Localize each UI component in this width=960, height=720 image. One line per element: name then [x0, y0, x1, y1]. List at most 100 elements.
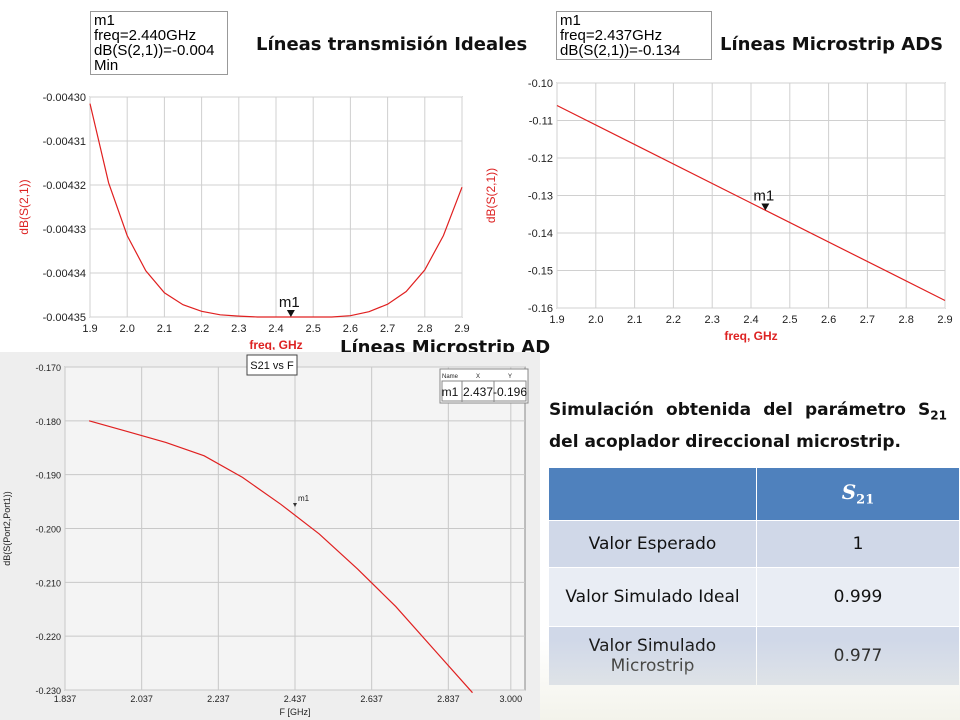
- marker-table: [439, 368, 529, 404]
- table-cell-value: 1: [756, 520, 960, 568]
- marker-line: m1: [94, 12, 115, 29]
- x-tick-label: 2.5: [306, 323, 321, 335]
- y-tick-label: -0.220: [35, 632, 61, 642]
- y-tick-label: -0.190: [35, 471, 61, 481]
- y-tick-label: -0.14: [528, 228, 553, 240]
- y-tick-label: -0.00430: [43, 92, 86, 104]
- description-post: del acoplador direccional microstrip.: [549, 432, 901, 453]
- y-tick-label: -0.15: [528, 266, 553, 278]
- x-tick-label: 2.4: [743, 314, 758, 326]
- x-tick-label: 1.9: [82, 323, 97, 335]
- y-tick-label: -0.210: [35, 578, 61, 588]
- table-header-s21: S21: [756, 467, 960, 521]
- x-tick-label: 2.437: [284, 694, 307, 704]
- marker-table-header: X: [476, 374, 480, 380]
- y-tick-label: -0.180: [35, 417, 61, 427]
- table-cell-value: 0.999: [756, 567, 960, 627]
- x-tick-label: 2.037: [130, 694, 153, 704]
- y-tick-label: -0.16: [528, 303, 553, 315]
- marker-label: m1: [279, 294, 300, 311]
- y-axis-label: dB(S(Port2,Port1)): [2, 491, 12, 566]
- y-tick-label: -0.200: [35, 525, 61, 535]
- x-tick-label: 2.237: [207, 694, 230, 704]
- x-axis-label: freq, GHz: [249, 338, 302, 350]
- x-tick-label: 2.9: [937, 314, 952, 326]
- x-tick-label: 2.9: [454, 323, 469, 335]
- marker-line: Min: [94, 57, 119, 74]
- x-tick-label: 2.0: [120, 323, 135, 335]
- x-tick-label: 2.0: [588, 314, 603, 326]
- marker-table-cell: 2.437: [463, 385, 493, 399]
- marker-triangle: [286, 310, 295, 317]
- x-tick-label: 2.6: [343, 323, 358, 335]
- table-row: Valor Simulado Ideal 0.999: [548, 567, 960, 627]
- marker-triangle: [761, 203, 770, 211]
- x-tick-label: 2.3: [231, 323, 246, 335]
- chart-ad: 1.837 2.037 2.237 2.437 2.637 2.837 3.000 -0.17…: [0, 352, 540, 720]
- x-tick-label: 2.1: [627, 314, 642, 326]
- marker-line: m1: [560, 12, 581, 29]
- decorative-fade: [540, 640, 960, 720]
- table-row: Valor Esperado 1: [548, 520, 960, 568]
- description-sub: 21: [930, 408, 947, 423]
- x-tick-label: 1.837: [54, 694, 77, 704]
- x-tick-label: 2.1: [157, 323, 172, 335]
- description-text: Simulación obtenida del parámetro S21 de…: [549, 397, 947, 456]
- y-tick-label: -0.00432: [43, 180, 86, 192]
- x-tick-label: 1.9: [549, 314, 564, 326]
- x-tick-label: 2.2: [194, 323, 209, 335]
- y-tick-label: -0.10: [528, 78, 553, 90]
- x-axis-label: freq, GHz: [724, 329, 777, 343]
- description-pre: Simulación obtenida del parámetro S: [549, 400, 931, 420]
- y-tick-label: -0.12: [528, 153, 553, 165]
- y-tick-label: -0.230: [35, 686, 61, 696]
- marker-line: dB(S(2,1))=-0.134: [560, 42, 681, 59]
- legend-box: [246, 354, 298, 376]
- chart-ideal: 1.9 2.0 2.1 2.2 2.3 2.4 2.5 2.6 2.7 2.8 2.9 -0.0043…: [17, 92, 470, 350]
- x-tick-label: 3.000: [500, 694, 523, 704]
- x-tick-label: 2.5: [782, 314, 797, 326]
- marker-line: freq=2.437GHz: [560, 27, 663, 44]
- series-line: [556, 104, 946, 302]
- marker-label: m1: [298, 494, 310, 503]
- y-axis-label: dB(S(2,1)): [485, 168, 498, 223]
- s21-subscript: 21: [856, 492, 875, 508]
- x-tick-label: 2.8: [899, 314, 914, 326]
- x-tick-label: 2.7: [860, 314, 875, 326]
- x-tick-label: 2.3: [705, 314, 720, 326]
- y-tick-label: -0.00431: [43, 136, 86, 148]
- x-tick-label: 2.7: [380, 323, 395, 335]
- table-cell-label: Valor Esperado: [548, 520, 757, 568]
- marker-readout-ads: m1 freq=2.437GHz dB(S(2,1))=-0.134: [556, 11, 712, 60]
- series-line: [88, 420, 473, 694]
- table-header-empty: [548, 467, 757, 521]
- marker-triangle: [293, 502, 297, 507]
- y-tick-label: -0.00433: [43, 224, 86, 236]
- y-tick-label: -0.00435: [43, 312, 86, 324]
- marker-line: freq=2.440GHz: [94, 27, 197, 44]
- x-tick-label: 2.2: [666, 314, 681, 326]
- title-ideal: Líneas transmisión Ideales: [256, 34, 528, 55]
- x-axis-label: F [GHz]: [280, 707, 311, 717]
- marker-label: m1: [753, 188, 774, 205]
- x-tick-label: 2.6: [821, 314, 836, 326]
- series-line: [89, 103, 463, 318]
- table-header-row: S21: [548, 467, 960, 521]
- marker-line: dB(S(2,1))=-0.004: [94, 42, 215, 59]
- y-tick-label: -0.11: [529, 116, 553, 128]
- s21-symbol: S: [841, 480, 857, 505]
- legend-label: S21 vs F: [250, 360, 294, 372]
- x-tick-label: 2.4: [268, 323, 283, 335]
- marker-table-header: Y: [508, 374, 512, 380]
- x-tick-label: 2.8: [417, 323, 432, 335]
- y-axis-label: dB(S(2,1)): [17, 179, 31, 234]
- marker-table-row-frame: [441, 380, 527, 402]
- y-tick-label: -0.170: [35, 363, 61, 373]
- table-cell-label: Valor Simulado Ideal: [548, 567, 757, 627]
- x-tick-label: 2.637: [360, 694, 383, 704]
- marker-table-header: Name: [442, 374, 459, 380]
- marker-table-cell: m1: [442, 385, 459, 399]
- marker-table-cell: -0.196: [493, 385, 527, 399]
- x-tick-label: 2.837: [437, 694, 460, 704]
- marker-readout-ideal: m1 freq=2.440GHz dB(S(2,1))=-0.004 Min: [90, 11, 228, 75]
